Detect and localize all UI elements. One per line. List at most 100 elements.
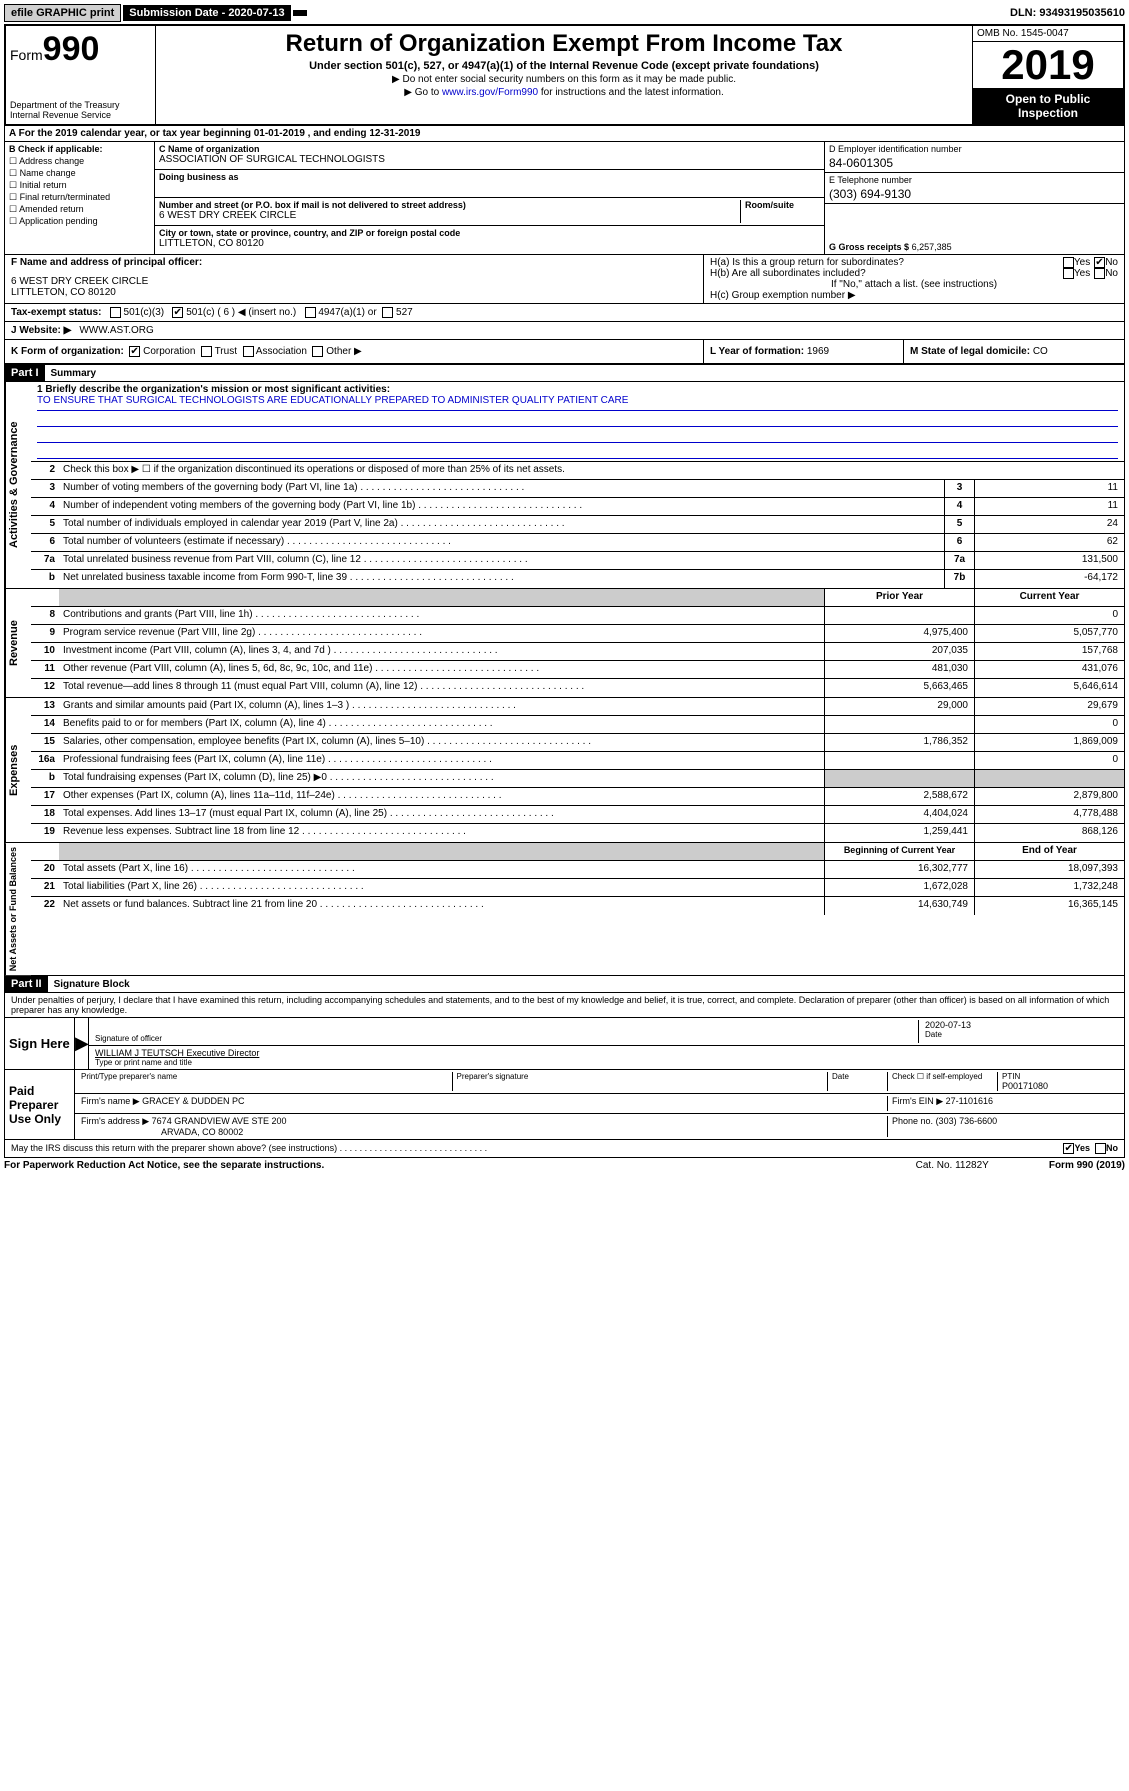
net-header-row: Beginning of Current Year End of Year (31, 843, 1124, 861)
line-a: A For the 2019 calendar year, or tax yea… (4, 126, 1125, 142)
row-num: 7a (31, 552, 59, 569)
dba-box: Doing business as (155, 170, 824, 198)
discuss-row: May the IRS discuss this return with the… (4, 1140, 1125, 1158)
tax-year: 2019 (973, 42, 1123, 88)
table-row: 11Other revenue (Part VIII, column (A), … (31, 661, 1124, 679)
chk-527[interactable] (382, 307, 393, 318)
prior-val: 207,035 (824, 643, 974, 660)
note-link: ▶ Go to www.irs.gov/Form990 for instruct… (164, 87, 964, 98)
row-num: 10 (31, 643, 59, 660)
row-desc: Net assets or fund balances. Subtract li… (59, 897, 824, 915)
ein-value: 84-0601305 (829, 156, 1120, 170)
curr-val: 5,057,770 (974, 625, 1124, 642)
year-header-row: Prior Year Current Year (31, 589, 1124, 607)
curr-val: 18,097,393 (974, 861, 1124, 878)
ha-label: H(a) Is this a group return for subordin… (710, 257, 1063, 268)
row-desc: Contributions and grants (Part VIII, lin… (59, 607, 824, 624)
cat-no: Cat. No. 11282Y (916, 1160, 989, 1171)
chk-amended[interactable]: ☐ Amended return (9, 204, 150, 215)
row-desc: Total number of individuals employed in … (59, 516, 944, 533)
open-inspection-label: Open to Public Inspection (973, 88, 1123, 124)
row-num: b (31, 770, 59, 787)
discuss-no[interactable] (1095, 1143, 1106, 1154)
part2-header: Part II Signature Block (4, 976, 1125, 993)
chk-trust[interactable] (201, 346, 212, 357)
prior-val: 1,786,352 (824, 734, 974, 751)
addr-box: Number and street (or P.O. box if mail i… (155, 198, 824, 226)
table-row: 2Check this box ▶ ☐ if the organization … (31, 462, 1124, 480)
prep-name-hdr: Print/Type preparer's name (81, 1072, 453, 1091)
discuss-yes[interactable] (1063, 1143, 1074, 1154)
hb-no[interactable] (1094, 268, 1105, 279)
ha-yes[interactable] (1063, 257, 1074, 268)
row-desc: Grants and similar amounts paid (Part IX… (59, 698, 824, 715)
chk-initial-return[interactable]: ☐ Initial return (9, 180, 150, 191)
chk-final-return[interactable]: ☐ Final return/terminated (9, 192, 150, 203)
irs-link[interactable]: www.irs.gov/Form990 (442, 87, 538, 98)
ptin-label: PTIN (1002, 1072, 1118, 1081)
chk-other[interactable] (312, 346, 323, 357)
chk-4947[interactable] (305, 307, 316, 318)
ha-no[interactable] (1094, 257, 1105, 268)
phone-value: (303) 694-9130 (829, 187, 1120, 201)
website-value[interactable]: WWW.AST.ORG (79, 325, 153, 336)
table-row: 13Grants and similar amounts paid (Part … (31, 698, 1124, 716)
row-col-num: 7a (944, 552, 974, 569)
phone-label: E Telephone number (829, 175, 1120, 185)
chk-address-change[interactable]: ☐ Address change (9, 156, 150, 167)
expenses-section: Expenses 13Grants and similar amounts pa… (4, 698, 1125, 843)
mission-line3 (37, 427, 1118, 443)
prior-val: 4,404,024 (824, 806, 974, 823)
mission-text: TO ENSURE THAT SURGICAL TECHNOLOGISTS AR… (37, 395, 1118, 411)
row-num: 21 (31, 879, 59, 896)
row-desc: Other revenue (Part VIII, column (A), li… (59, 661, 824, 678)
k-form-org: K Form of organization: Corporation Trus… (5, 340, 704, 363)
website-label: J Website: ▶ (11, 325, 71, 336)
table-row: 15Salaries, other compensation, employee… (31, 734, 1124, 752)
chk-name-change[interactable]: ☐ Name change (9, 168, 150, 179)
firm-ein: 27-1101616 (946, 1096, 993, 1106)
tax-status-label: Tax-exempt status: (11, 307, 101, 318)
table-row: 8Contributions and grants (Part VIII, li… (31, 607, 1124, 625)
form-footer: Form 990 (2019) (1049, 1160, 1125, 1171)
part2-title: Signature Block (48, 977, 136, 992)
row-num: 20 (31, 861, 59, 878)
row-val: 11 (974, 498, 1124, 515)
chk-app-pending[interactable]: ☐ Application pending (9, 216, 150, 227)
netassets-section: Net Assets or Fund Balances Beginning of… (4, 843, 1125, 976)
chk-501c3[interactable] (110, 307, 121, 318)
row-col-num: 4 (944, 498, 974, 515)
row-desc: Investment income (Part VIII, column (A)… (59, 643, 824, 660)
row-desc: Benefits paid to or for members (Part IX… (59, 716, 824, 733)
sign-here-block: Sign Here ▶ Signature of officer 2020-07… (4, 1018, 1125, 1070)
row-num: 3 (31, 480, 59, 497)
k-state: M State of legal domicile: CO (904, 340, 1124, 363)
table-row: 3Number of voting members of the governi… (31, 480, 1124, 498)
block-bcdefg: B Check if applicable: ☐ Address change … (4, 142, 1125, 255)
firm-ein-label: Firm's EIN ▶ (892, 1096, 943, 1106)
firm-addr2: ARVADA, CO 80002 (81, 1127, 887, 1137)
mission-line2 (37, 411, 1118, 427)
row-desc: Number of independent voting members of … (59, 498, 944, 515)
table-row: 21Total liabilities (Part X, line 26)1,6… (31, 879, 1124, 897)
k-year: L Year of formation: 1969 (704, 340, 904, 363)
curr-val: 2,879,800 (974, 788, 1124, 805)
efile-button[interactable]: efile GRAPHIC print (4, 4, 121, 22)
curr-val: 0 (974, 607, 1124, 624)
chk-501c[interactable] (172, 307, 183, 318)
col-h: H(a) Is this a group return for subordin… (704, 255, 1124, 303)
row-desc: Number of voting members of the governin… (59, 480, 944, 497)
curr-val: 16,365,145 (974, 897, 1124, 915)
sig-officer-label: Signature of officer (95, 1034, 918, 1043)
header-title-block: Return of Organization Exempt From Incom… (156, 26, 973, 124)
chk-assoc[interactable] (243, 346, 254, 357)
paid-preparer-block: Paid Preparer Use Only Print/Type prepar… (4, 1070, 1125, 1140)
row-num: b (31, 570, 59, 588)
row-j: J Website: ▶ WWW.AST.ORG (4, 322, 1125, 340)
chk-corp[interactable] (129, 346, 140, 357)
prior-val: 16,302,777 (824, 861, 974, 878)
col-de: D Employer identification number 84-0601… (824, 142, 1124, 254)
form-number: Form990 (10, 30, 151, 69)
hb-yes[interactable] (1063, 268, 1074, 279)
firm-phone-label: Phone no. (892, 1116, 933, 1126)
